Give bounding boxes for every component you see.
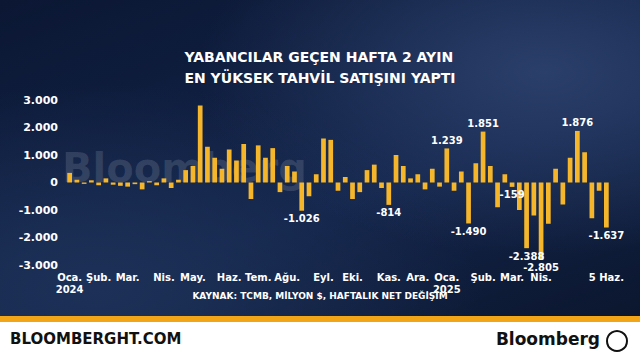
svg-text:Bloomberg: Bloomberg [62, 145, 307, 191]
svg-text:-1.000: -1.000 [19, 204, 59, 217]
svg-text:Ağu.: Ağu. [274, 272, 300, 283]
svg-text:Nis.: Nis. [153, 272, 175, 283]
svg-text:1.000: 1.000 [23, 149, 58, 162]
svg-text:1.876: 1.876 [562, 117, 594, 128]
svg-text:EN YÜKSEK TAHVİL SATIŞINI YAPT: EN YÜKSEK TAHVİL SATIŞINI YAPTI [184, 69, 455, 86]
svg-text:May.: May. [180, 272, 206, 283]
svg-text:2025: 2025 [433, 284, 461, 295]
svg-text:BLOOMBERGHT.COM: BLOOMBERGHT.COM [10, 330, 181, 348]
svg-text:Kas.: Kas. [377, 272, 401, 283]
svg-text:Eki.: Eki. [342, 272, 363, 283]
svg-text:Şub.: Şub. [86, 272, 111, 283]
svg-text:Nis.: Nis. [530, 272, 552, 283]
svg-text:-2.388: -2.388 [509, 251, 545, 262]
svg-text:-2.805: -2.805 [523, 262, 559, 273]
svg-text:-3.000: -3.000 [19, 259, 59, 272]
svg-text:3.000: 3.000 [23, 94, 58, 107]
svg-text:YABANCILAR GEÇEN HAFTA 2 AYIN: YABANCILAR GEÇEN HAFTA 2 AYIN [183, 49, 453, 65]
svg-text:1.239: 1.239 [431, 135, 463, 146]
svg-text:KAYNAK: TCMB, MİLYON $, HAFTAL: KAYNAK: TCMB, MİLYON $, HAFTALIK NET DEĞ… [192, 290, 447, 301]
svg-text:-159: -159 [500, 189, 525, 200]
svg-text:Oca.: Oca. [434, 272, 459, 283]
svg-text:2024: 2024 [56, 284, 84, 295]
svg-text:-1.637: -1.637 [588, 230, 624, 241]
svg-text:Ara.: Ara. [406, 272, 429, 283]
svg-text:Tem.: Tem. [245, 272, 272, 283]
svg-text:Eyl.: Eyl. [313, 272, 334, 283]
svg-text:1.851: 1.851 [467, 118, 499, 129]
svg-text:Mar.: Mar. [500, 272, 524, 283]
svg-text:-814: -814 [376, 207, 401, 218]
svg-text:-1.490: -1.490 [451, 226, 487, 237]
svg-text:Mar.: Mar. [116, 272, 140, 283]
svg-text:Bloomberg: Bloomberg [496, 329, 600, 349]
svg-text:0: 0 [50, 176, 58, 189]
svg-text:5 Haz.: 5 Haz. [589, 272, 624, 283]
svg-text:Şub.: Şub. [470, 272, 495, 283]
svg-text:Haz.: Haz. [217, 272, 242, 283]
svg-text:-2.000: -2.000 [19, 231, 59, 244]
svg-text:Oca.: Oca. [57, 272, 82, 283]
svg-text:2.000: 2.000 [23, 121, 58, 134]
svg-text:-1.026: -1.026 [284, 213, 320, 224]
